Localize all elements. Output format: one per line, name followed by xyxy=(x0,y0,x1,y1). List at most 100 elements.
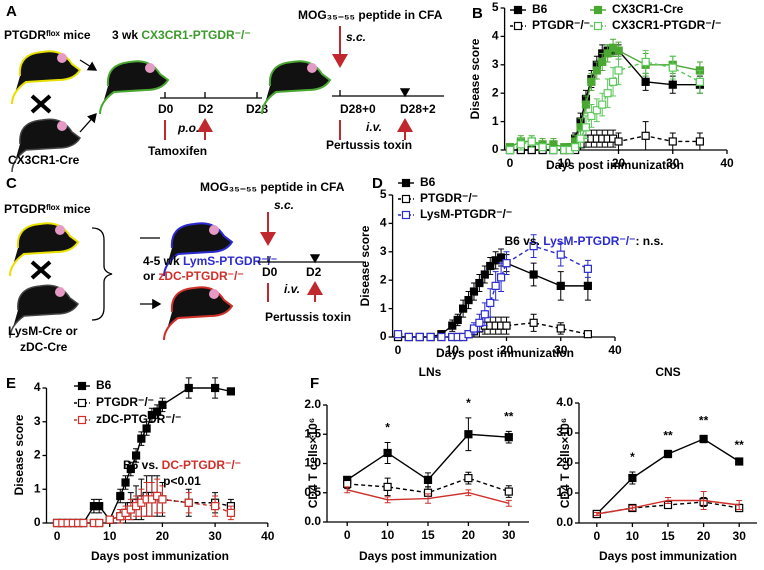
y-tick-label: 3 xyxy=(492,57,499,71)
legend-marker xyxy=(77,398,87,408)
x-tick-label: 30 xyxy=(208,529,222,543)
marker xyxy=(226,508,236,517)
marker xyxy=(603,49,612,58)
red-arrow xyxy=(339,120,405,140)
x-tick-label: 20 xyxy=(612,156,626,170)
marker xyxy=(592,106,601,115)
marker xyxy=(583,264,592,273)
y-tick-label: 5 xyxy=(492,0,499,14)
error-bar xyxy=(505,499,512,507)
chart: 0.0 0.5 1.0 1.5 2.0 0 10 15 20 30 Days post immuni… xyxy=(304,365,529,563)
marker xyxy=(437,332,446,342)
y-tick-label: 4 xyxy=(380,216,387,230)
marker xyxy=(95,502,104,511)
marker xyxy=(496,253,506,262)
marker xyxy=(486,261,495,271)
chart: 0 1 2 3 4 5 0 10 20 30 40 Days post immunization Dis… xyxy=(358,175,663,360)
x-tick-label: 10 xyxy=(558,156,572,170)
marker xyxy=(475,318,484,327)
y-axis-label: Disease score xyxy=(12,414,26,495)
annotation-part: B6 vs. xyxy=(123,458,162,472)
marker xyxy=(583,281,592,290)
toxin-label: Pertussis toxin xyxy=(265,310,351,324)
x-tick-label: 0 xyxy=(54,529,61,543)
legend-marker xyxy=(401,178,411,188)
x-tick-label: 40 xyxy=(608,343,622,357)
marker xyxy=(504,487,513,496)
day-label: D28+2 xyxy=(400,102,436,116)
x-axis-label: Days post immunization xyxy=(599,549,737,563)
marker xyxy=(383,482,392,491)
x-tick-label: 40 xyxy=(720,156,734,170)
drug-label: Tamoxifen xyxy=(148,144,207,158)
marker xyxy=(116,491,125,501)
panel-label: F xyxy=(310,375,319,392)
y-axis-label: Disease score xyxy=(358,225,372,306)
cross xyxy=(30,94,52,114)
x-tick-label: 0 xyxy=(507,156,514,170)
marker xyxy=(641,131,650,140)
y-tick-label: 4.0 xyxy=(556,395,573,409)
marker xyxy=(527,137,536,146)
marker xyxy=(158,400,167,409)
legend-label: B6 xyxy=(420,175,436,189)
error-bar xyxy=(465,489,472,497)
arrow xyxy=(79,59,98,71)
error-bar xyxy=(384,496,391,504)
marker xyxy=(614,46,623,55)
marker xyxy=(668,80,677,89)
marker xyxy=(184,498,193,507)
error-bar xyxy=(629,505,636,511)
x-axis-label: Days post immunization xyxy=(359,549,497,563)
marker xyxy=(415,332,424,342)
route-label: p.o. xyxy=(177,121,199,135)
chart: 0.0 1.0 2.0 3.0 4.0 0 10 15 20 30 Days post immuni… xyxy=(556,365,757,563)
marker xyxy=(502,321,511,330)
marker xyxy=(583,330,592,339)
marker xyxy=(142,424,151,433)
day-label: D2 xyxy=(198,102,214,116)
marker xyxy=(556,324,565,333)
x-tick-label: 10 xyxy=(381,528,395,542)
panel-label: B xyxy=(472,5,483,22)
y-tick-label: 2.0 xyxy=(304,397,321,411)
x-tick-label: 0 xyxy=(344,528,351,542)
error-bar xyxy=(344,486,351,494)
panel-label: C xyxy=(6,175,17,192)
y-tick-label: 1 xyxy=(34,481,41,495)
x-tick-label: 20 xyxy=(156,529,170,543)
marker xyxy=(529,270,538,279)
age: 3 wk xyxy=(112,28,141,42)
y-axis-label: Disease score xyxy=(468,38,482,119)
y-tick-label: 5 xyxy=(380,187,387,201)
marker xyxy=(464,430,473,439)
error-bar xyxy=(425,493,431,504)
marker xyxy=(158,495,167,504)
marker xyxy=(529,242,538,251)
y-tick-label: 0 xyxy=(34,515,41,529)
annotation-part: DC-PTGDR⁻/⁻ xyxy=(162,458,241,472)
immunization-label: MOG₃₅₋₅₅ peptide in CFA xyxy=(200,180,345,194)
annotation-part: LysM-PTGDR⁻/⁻ xyxy=(543,234,635,248)
diagram-c: PTGDRᶠˡᵒˣ mice LysM-Cre or zDC-Cre 4-5 w… xyxy=(4,180,364,354)
group-label: 4-5 wk LymS-PTGDR⁻/⁻ xyxy=(143,254,277,268)
x-tick-label: 10 xyxy=(626,529,640,543)
y-tick-label: 0.5 xyxy=(304,485,321,499)
chart: 0 1 2 3 4 5 0 10 20 30 40 Days post immunization Dis… xyxy=(468,0,734,172)
legend-label: B6 xyxy=(96,378,112,392)
marker xyxy=(668,137,677,146)
marker xyxy=(516,140,525,149)
legend-marker xyxy=(77,381,87,391)
marker xyxy=(502,259,511,268)
significance: * xyxy=(630,450,635,464)
marker xyxy=(131,451,141,460)
marker xyxy=(79,518,88,528)
knockout: LymS-PTGDR⁻/⁻ xyxy=(183,254,277,268)
y-tick-label: 3 xyxy=(34,414,41,428)
mouse-icon xyxy=(9,284,79,339)
knockout: CX3CR1-PTGDR⁻/⁻ xyxy=(141,28,250,42)
y-tick-label: 3 xyxy=(380,244,387,258)
legend-label: CX3CR1-PTGDR⁻/⁻ xyxy=(612,18,721,32)
legend-label: zDC-PTGDR⁻/⁻ xyxy=(96,412,181,426)
chart-title: LNs xyxy=(419,365,442,379)
